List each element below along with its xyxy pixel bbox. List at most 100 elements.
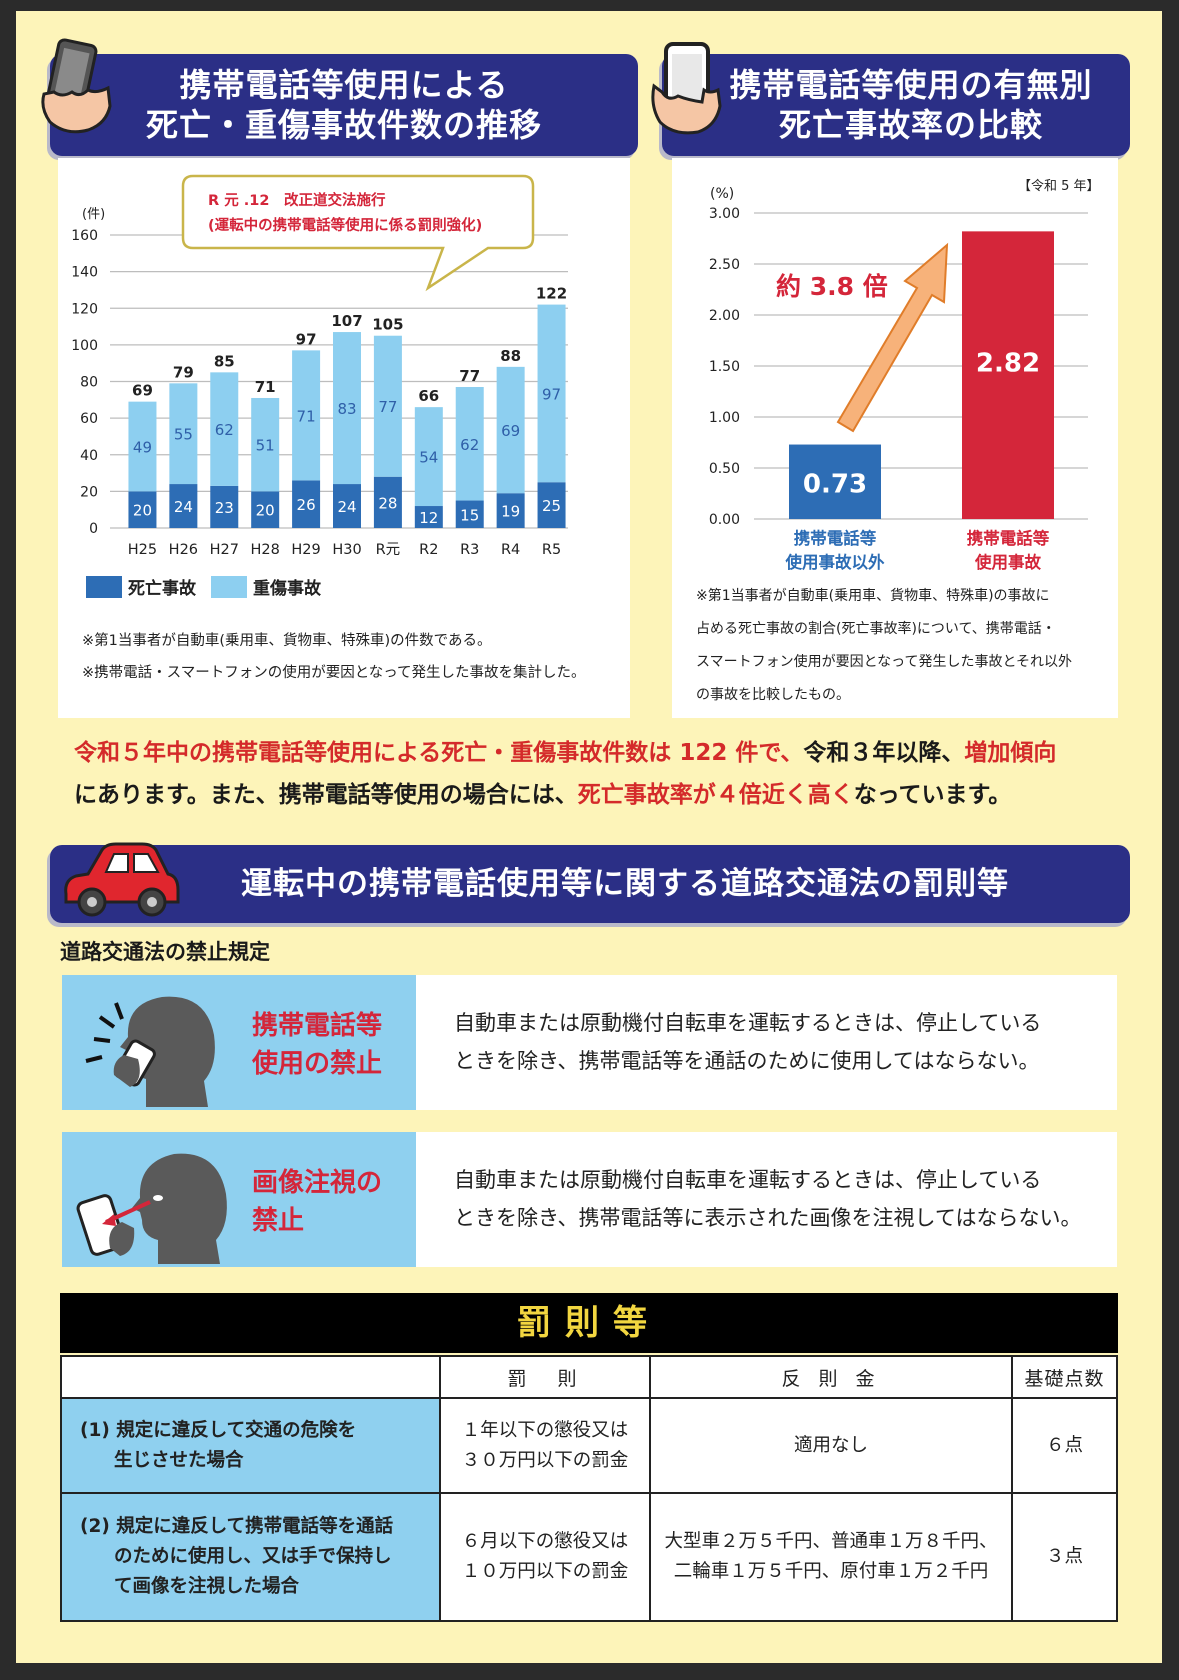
case-2-line2: のために使用し、又は手で保持し (114, 1546, 392, 1567)
bar-serious-label: 97 (542, 385, 561, 403)
chart2-period: 【令和 5 年】 (1018, 179, 1100, 194)
bar-total-label: 122 (536, 285, 567, 303)
chart2-ytick-label: 0.50 (709, 461, 740, 477)
rule-2-description: 自動車または原動機付自転車を運転するときは、停止している ときを除き、携帯電話等… (416, 1132, 1117, 1267)
chart2-ytick-label: 2.00 (709, 308, 740, 324)
legend-label-serious: 重傷事故 (253, 578, 322, 599)
penalties-header-points: 基礎点数 (1011, 1355, 1118, 1399)
chart2-cat2-line2: 使用事故 (974, 552, 1042, 572)
legend-swatch-serious (211, 576, 247, 598)
bar-serious (169, 383, 198, 485)
bar-total-label: 85 (214, 352, 235, 370)
rule-2-title-line1: 画像注視の (252, 1168, 383, 1198)
case-cell-2: (2) 規定に違反して携帯電話等を通話 のために使用し、又は手で保持し て画像を… (60, 1492, 441, 1622)
bar-serious-label: 49 (133, 439, 152, 457)
bar-serious (210, 372, 239, 486)
bar-serious-label: 71 (297, 407, 316, 425)
rule-1-description: 自動車または原動機付自転車を運転するときは、停止している ときを除き、携帯電話等… (416, 975, 1117, 1110)
chart1-xtick-label: R4 (501, 542, 520, 558)
points-cell-2: ３点 (1011, 1492, 1118, 1622)
penalties-header-fine: 反 則 金 (649, 1355, 1013, 1399)
fine-cell-2: 大型車２万５千円、普通車１万８千円、 二輪車１万５千円、原付車１万２千円 (649, 1492, 1013, 1622)
bar-total-label: 107 (331, 312, 362, 330)
penalties-header-blank (60, 1355, 441, 1399)
smartphone-hand-icon (651, 42, 722, 135)
case-2-line1: (2) 規定に違反して携帯電話等を通話 (80, 1516, 394, 1537)
chart2-annotation: 約 3.8 倍 (776, 272, 888, 301)
chart1-ytick-label: 120 (71, 301, 98, 317)
note-left-1: ※第1当事者が自動車(乗用車、貨物車、特殊車)の件数である。 (82, 633, 492, 649)
summary-l1b: 令和３年以降、 (803, 740, 965, 766)
banner-rules: 運転中の携帯電話使用等に関する道路交通法の罰則等 (50, 845, 1130, 923)
chart2-cat2-line1: 携帯電話等 (967, 528, 1050, 548)
death-rate-bar-chart: 【令和 5 年】 (%) 0.00 0.50 1.00 1.50 2.00 2.50 3.0… (709, 179, 1100, 572)
summary-l1c: 増加傾向 (964, 740, 1057, 766)
chart1-xtick-label: R2 (419, 542, 438, 558)
bar-serious-label: 54 (419, 449, 438, 467)
penalties-header-penalty: 罰 則 (439, 1355, 651, 1399)
legend-swatch-fatal (86, 576, 122, 598)
chart1-xtick-label: H29 (291, 542, 320, 558)
notes-left: ※第1当事者が自動車(乗用車、貨物車、特殊車)の件数である。 ※携帯電話・スマー… (82, 625, 622, 689)
bar-serious-label: 83 (337, 400, 356, 418)
rule-1-text-line2: ときを除き、携帯電話等を通話のために使用してはならない。 (454, 1049, 1040, 1073)
chart2-bar (789, 444, 881, 519)
bar-fatal-label: 26 (297, 496, 316, 514)
summary-line2: にあります。また、携帯電話等使用の場合には、死亡事故率が４倍近く高くなっています… (74, 774, 1011, 816)
chart1-xtick-label: H26 (169, 542, 198, 558)
banner-left-line2: 死亡・重傷事故件数の推移 (145, 106, 542, 144)
bar-fatal-label: 23 (215, 499, 234, 517)
chart2-bar-value-label: 2.82 (976, 348, 1040, 378)
bar-fatal (496, 493, 525, 528)
rules-heading: 道路交通法の禁止規定 (60, 940, 270, 964)
bar-fatal-label: 19 (501, 503, 520, 521)
penalties-title: 罰則等 (60, 1293, 1118, 1353)
rule-2-illustration: 画像注視の 禁止 (62, 1132, 417, 1267)
rule-1-title-line1: 携帯電話等 (252, 1011, 383, 1041)
bar-total-label: 105 (372, 316, 403, 334)
bar-fatal (455, 500, 484, 528)
bar-serious (292, 350, 321, 481)
banner-rules-title: 運転中の携帯電話使用等に関する道路交通法の罰則等 (241, 866, 1009, 902)
penalties-header-row: 罰 則 反 則 金 基礎点数 (60, 1355, 1118, 1399)
chart2-ytick-label: 1.00 (709, 410, 740, 426)
fine-2-line2: 二輪車１万５千円、原付車１万２千円 (673, 1561, 989, 1582)
note-right-2: 占める死亡事故の割合(死亡事故率)について、携帯電話・ (696, 621, 1056, 637)
note-right-1: ※第1当事者が自動車(乗用車、貨物車、特殊車)の事故に (696, 588, 1050, 604)
stacked-bar-chart: (件) 0 20 40 60 80 100 120 140 160 20 49 69 H25 24 55 7… (71, 174, 568, 599)
car-icon (64, 842, 180, 917)
chart1-ytick-label: 0 (89, 521, 98, 537)
bar-fatal (292, 480, 321, 528)
bar-fatal-label: 20 (256, 502, 275, 520)
case-cell-1: (1) 規定に違反して交通の危険を 生じさせた場合 (60, 1397, 441, 1494)
rule-1-text-line1: 自動車または原動機付自転車を運転するときは、停止している (454, 1011, 1042, 1035)
rule-2-title-line2: 禁止 (252, 1206, 305, 1236)
phone-call-person-icon (85, 996, 215, 1107)
bar-serious-label: 51 (256, 437, 275, 455)
bar-serious-label: 55 (174, 426, 193, 444)
banner-right-line1: 携帯電話等使用の有無別 (729, 66, 1093, 104)
chart1-xtick-label: H25 (128, 542, 157, 558)
chart2-ylabel: (%) (710, 186, 734, 202)
banner-left-line1: 携帯電話等使用による (179, 66, 509, 104)
chart1-ytick-label: 140 (71, 265, 98, 281)
bar-serious-label: 62 (460, 436, 479, 454)
bar-fatal (373, 476, 402, 528)
note-right-4: の事故を比較したもの。 (696, 687, 850, 703)
rule-2-text-line2: ときを除き、携帯電話等に表示された画像を注視してはならない。 (454, 1206, 1082, 1230)
bar-fatal (537, 482, 566, 528)
banner-right: 携帯電話等使用の有無別 死亡事故率の比較 (662, 54, 1130, 156)
chart1-callout-bubble (181, 174, 535, 292)
summary-l2a: にあります。また、携帯電話等使用の場合には、 (74, 782, 578, 808)
bar-fatal-label: 15 (460, 506, 479, 524)
chart1-annotation-line1: R 元 .12 改正道交法施行 (208, 191, 386, 209)
chart2-ytick-label: 2.50 (709, 257, 740, 273)
chart2-ytick-label: 1.50 (709, 359, 740, 375)
chart2-cat1-line1: 携帯電話等 (794, 528, 877, 548)
bar-serious (496, 366, 525, 494)
bar-fatal (210, 485, 239, 528)
rule-1-illustration: 携帯電話等 使用の禁止 (62, 975, 417, 1110)
bar-fatal (169, 484, 198, 528)
summary-l1a: 令和５年中の携帯電話等使用による死亡・重傷事故件数は 122 件で、 (74, 740, 804, 766)
